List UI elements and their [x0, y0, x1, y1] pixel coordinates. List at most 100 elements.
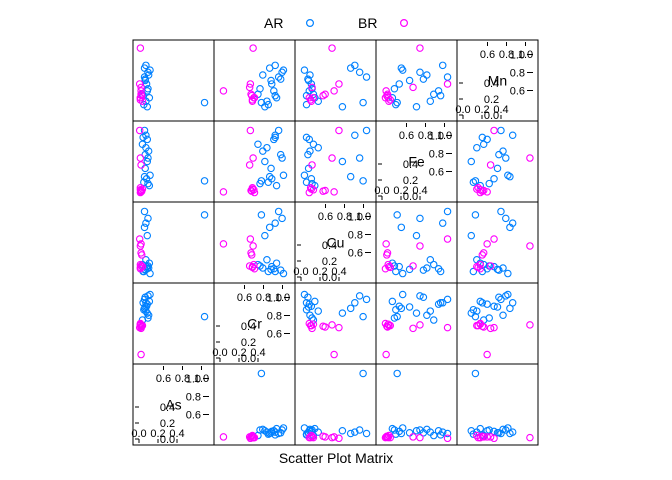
diag-tick-label-right: 0.6	[510, 86, 525, 98]
point-br	[246, 235, 255, 243]
point-ar	[438, 299, 447, 307]
diag-tick-label-bottom: 0.2	[393, 185, 408, 197]
diag-tick-label-bottom: 0.2	[150, 428, 165, 440]
diag-tick-label-bottom: 0.4	[493, 104, 508, 116]
diag-tick-label-left: 0.2	[241, 337, 256, 349]
point-ar	[506, 304, 514, 313]
point-ar	[426, 255, 435, 264]
point-ar	[502, 292, 510, 300]
point-ar	[141, 164, 149, 173]
point-br	[136, 96, 145, 104]
diag-tick-label-right: 1.0	[429, 131, 444, 143]
point-ar	[139, 133, 147, 142]
point-ar	[261, 157, 269, 166]
point-br	[247, 187, 256, 195]
panel-mn-vs-fe	[375, 39, 458, 122]
point-br	[483, 188, 491, 196]
point-br	[137, 240, 145, 248]
point-ar	[471, 211, 480, 219]
point-ar	[397, 304, 406, 313]
point-br	[138, 91, 146, 100]
point-br	[137, 324, 145, 333]
plot-frame	[132, 39, 539, 446]
point-ar	[359, 369, 367, 378]
point-ar	[502, 154, 510, 162]
point-br	[321, 90, 329, 99]
point-ar	[362, 126, 371, 135]
point-ar	[467, 157, 476, 166]
point-br	[486, 161, 495, 169]
point-ar	[434, 426, 443, 435]
point-ar	[398, 66, 407, 74]
point-br	[386, 433, 395, 442]
point-ar	[306, 147, 314, 155]
point-ar	[278, 68, 286, 76]
point-ar	[362, 429, 371, 438]
point-br	[490, 126, 498, 135]
point-ar	[302, 299, 311, 307]
point-ar	[140, 64, 149, 72]
point-br	[486, 433, 495, 441]
point-ar	[436, 267, 445, 276]
point-br	[490, 235, 498, 243]
point-ar	[271, 267, 279, 276]
point-ar	[272, 181, 281, 190]
point-ar	[338, 102, 347, 111]
point-ar	[490, 175, 498, 183]
point-br	[416, 242, 424, 250]
point-ar	[351, 428, 359, 436]
point-br	[479, 249, 488, 257]
diag-tick-label-right: 0.6	[429, 167, 444, 179]
diag-tick-label-right: 0.8	[348, 230, 363, 242]
point-br	[246, 126, 255, 135]
point-br	[330, 350, 338, 359]
point-ar	[272, 94, 281, 102]
point-br	[245, 83, 254, 92]
point-ar	[271, 131, 279, 140]
point-ar	[499, 147, 507, 155]
point-ar	[393, 369, 401, 378]
point-br	[483, 350, 491, 359]
point-ar	[429, 90, 438, 99]
point-ar	[485, 426, 493, 434]
point-ar	[443, 73, 452, 81]
point-ar	[267, 164, 275, 173]
point-ar	[346, 429, 355, 438]
point-br	[384, 433, 392, 442]
point-ar	[140, 172, 149, 181]
point-ar	[434, 87, 443, 95]
diag-tick-label-bottom: 0.0	[293, 266, 308, 278]
point-ar	[390, 426, 399, 434]
point-ar	[436, 91, 445, 100]
diag-label-cr: Cr	[247, 316, 262, 332]
point-ar	[279, 424, 288, 432]
point-ar	[307, 175, 316, 183]
point-br	[219, 188, 228, 196]
point-ar	[504, 269, 512, 278]
point-ar	[469, 178, 478, 186]
diag-tick-label-top: 0.8	[499, 49, 514, 61]
point-ar	[495, 150, 503, 159]
point-ar	[416, 292, 424, 300]
point-br	[409, 433, 417, 441]
diag-tick-label-bottom: 0.4	[331, 266, 346, 278]
point-ar	[271, 428, 279, 436]
point-ar	[429, 316, 438, 324]
point-ar	[471, 177, 480, 185]
point-br	[474, 263, 482, 272]
point-ar	[142, 299, 150, 307]
point-ar	[479, 140, 488, 149]
point-ar	[263, 428, 271, 436]
point-ar	[257, 211, 266, 219]
point-ar	[279, 171, 288, 180]
point-ar	[426, 97, 435, 105]
point-br	[478, 251, 487, 259]
point-ar	[426, 428, 435, 436]
point-ar	[144, 179, 152, 188]
point-br	[443, 323, 452, 332]
point-ar	[355, 292, 364, 300]
diag-tick-label-bottom: 0.2	[474, 104, 489, 116]
point-br	[249, 242, 257, 250]
point-ar	[416, 68, 424, 76]
point-ar	[265, 223, 274, 232]
